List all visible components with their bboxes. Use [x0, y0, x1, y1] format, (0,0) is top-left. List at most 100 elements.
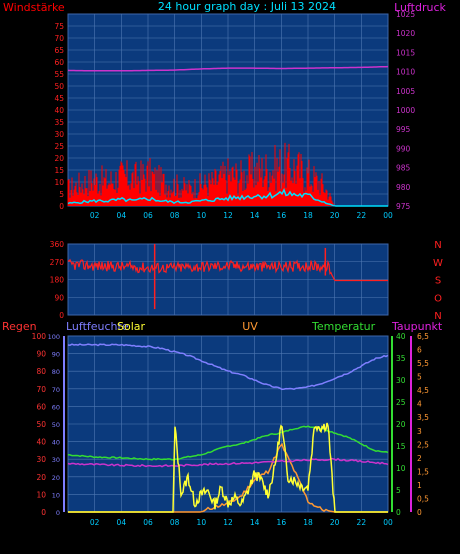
pressure-tick-label: 990 — [396, 144, 411, 153]
label-humidity: Luftfeuchte — [66, 320, 129, 333]
time-tick-label: 08 — [170, 518, 180, 527]
wind-tick-label: 45 — [54, 94, 64, 103]
temperature-tick-label: 20 — [396, 420, 406, 429]
pressure-tick-label: 1010 — [396, 68, 415, 77]
compass-label: S — [435, 276, 441, 287]
rain-tick-label: 80 — [36, 367, 46, 376]
time-tick-label: 00 — [383, 518, 393, 527]
wind-tick-label: 75 — [54, 22, 64, 31]
time-tick-label: 14 — [250, 211, 260, 220]
dewpoint-line — [67, 457, 389, 468]
rain-tick-label: 40 — [36, 438, 46, 447]
dewpoint-axis-ticks: 0 0,5 1 1,5 2 2,5 3 3,5 4 4,5 5 5,5 6 6,5 — [417, 332, 429, 517]
time-tick-label: 16 — [277, 518, 287, 527]
time-tick-label: 12 — [223, 211, 233, 220]
dewpoint-tick-label: 1,5 — [417, 467, 429, 476]
time-tick-label: 04 — [117, 518, 127, 527]
wind-tick-label: 65 — [54, 46, 64, 55]
humidity-tick-label: 90 — [52, 351, 60, 359]
humidity-line — [67, 343, 389, 391]
rain-axis-ticks: 0 10 20 30 40 50 60 70 80 90 100 — [32, 332, 47, 517]
time-tick-label: 00 — [383, 211, 393, 220]
label-solar: Solar — [117, 320, 146, 333]
right-label-pressure: Luftdruck — [394, 1, 446, 14]
time-tick-label: 06 — [143, 518, 153, 527]
wind-tick-label: 35 — [54, 118, 64, 127]
time-tick-label: 02 — [90, 518, 100, 527]
wind-tick-label: 30 — [54, 130, 64, 139]
grid — [68, 244, 388, 315]
time-tick-label: 20 — [330, 211, 340, 220]
dewpoint-tick-label: 5,5 — [417, 359, 429, 368]
pressure-tick-label: 1020 — [396, 29, 415, 38]
humidity-tick-label: 70 — [52, 386, 60, 394]
time-tick-label: 22 — [357, 211, 367, 220]
temperature-axis-ticks: 0 5 10 15 20 25 30 35 40 — [396, 332, 406, 517]
compass-label: N — [434, 240, 441, 251]
humidity-tick-label: 80 — [52, 368, 60, 376]
dewpoint-tick-label: 4 — [417, 400, 422, 409]
wind-tick-label: 60 — [54, 58, 64, 67]
time-tick-label: 02 — [90, 211, 100, 220]
humidity-tick-label: 10 — [52, 491, 60, 499]
humidity-tick-label: 40 — [52, 439, 60, 447]
pressure-tick-label: 975 — [396, 202, 411, 211]
pressure-tick-label: 1025 — [396, 10, 415, 19]
rain-tick-label: 30 — [36, 455, 46, 464]
pressure-line — [67, 65, 389, 72]
dewpoint-tick-label: 2 — [417, 454, 422, 463]
pressure-tick-label: 1005 — [396, 87, 415, 96]
left-label-wind: Windstärke — [3, 1, 65, 14]
dewpoint-tick-label: 6 — [417, 346, 422, 355]
dewpoint-tick-label: 1 — [417, 481, 422, 490]
time-tick-label: 12 — [223, 518, 233, 527]
direction-axis-ticks: 0 90 180 270 360 — [50, 240, 65, 320]
wind-tick-label: 10 — [54, 178, 64, 187]
chart-title: 24 hour graph day : Juli 13 2024 — [158, 0, 336, 13]
pressure-tick-label: 995 — [396, 125, 411, 134]
temperature-line — [67, 425, 389, 461]
wind-tick-label: 5 — [59, 190, 64, 199]
dewpoint-tick-label: 5 — [417, 373, 422, 382]
direction-tick-label: 360 — [50, 240, 65, 249]
wind-tick-label: 0 — [59, 202, 64, 211]
wind-axis-ticks: 0 5 10 15 20 25 30 35 40 45 50 55 60 65 70 75 — [54, 22, 64, 211]
time-tick-label: 16 — [277, 211, 287, 220]
dewpoint-tick-label: 0 — [417, 508, 422, 517]
time-tick-label: 18 — [303, 518, 313, 527]
humidity-tick-label: 50 — [52, 421, 60, 429]
time-axis-ticks: 02 04 06 08 10 12 14 16 18 20 22 00 — [90, 518, 393, 527]
temperature-tick-label: 40 — [396, 332, 406, 341]
wind-tick-label: 20 — [54, 154, 64, 163]
wind-tick-label: 50 — [54, 82, 64, 91]
dewpoint-tick-label: 6,5 — [417, 332, 429, 341]
time-tick-label: 18 — [303, 211, 313, 220]
time-tick-label: 20 — [330, 518, 340, 527]
rain-tick-label: 90 — [36, 350, 46, 359]
dewpoint-tick-label: 3,5 — [417, 413, 429, 422]
temperature-tick-label: 0 — [396, 508, 401, 517]
compass-label: N — [434, 311, 441, 322]
rain-tick-label: 60 — [36, 402, 46, 411]
direction-tick-label: 270 — [50, 258, 65, 267]
time-tick-label: 22 — [357, 518, 367, 527]
pressure-tick-label: 985 — [396, 164, 411, 173]
rain-tick-label: 10 — [36, 490, 46, 499]
time-tick-label: 10 — [197, 518, 207, 527]
time-tick-label: 08 — [170, 211, 180, 220]
wind-tick-label: 25 — [54, 142, 64, 151]
rain-tick-label: 0 — [41, 508, 46, 517]
label-rain: Regen — [2, 320, 37, 333]
dewpoint-tick-label: 0,5 — [417, 494, 429, 503]
humidity-tick-label: 20 — [52, 474, 60, 482]
rain-tick-label: 50 — [36, 420, 46, 429]
wind-tick-label: 15 — [54, 166, 64, 175]
rain-tick-label: 100 — [32, 332, 47, 341]
humidity-tick-label: 100 — [48, 333, 60, 341]
label-temperature: Temperatur — [311, 320, 376, 333]
temperature-tick-label: 5 — [396, 486, 401, 495]
